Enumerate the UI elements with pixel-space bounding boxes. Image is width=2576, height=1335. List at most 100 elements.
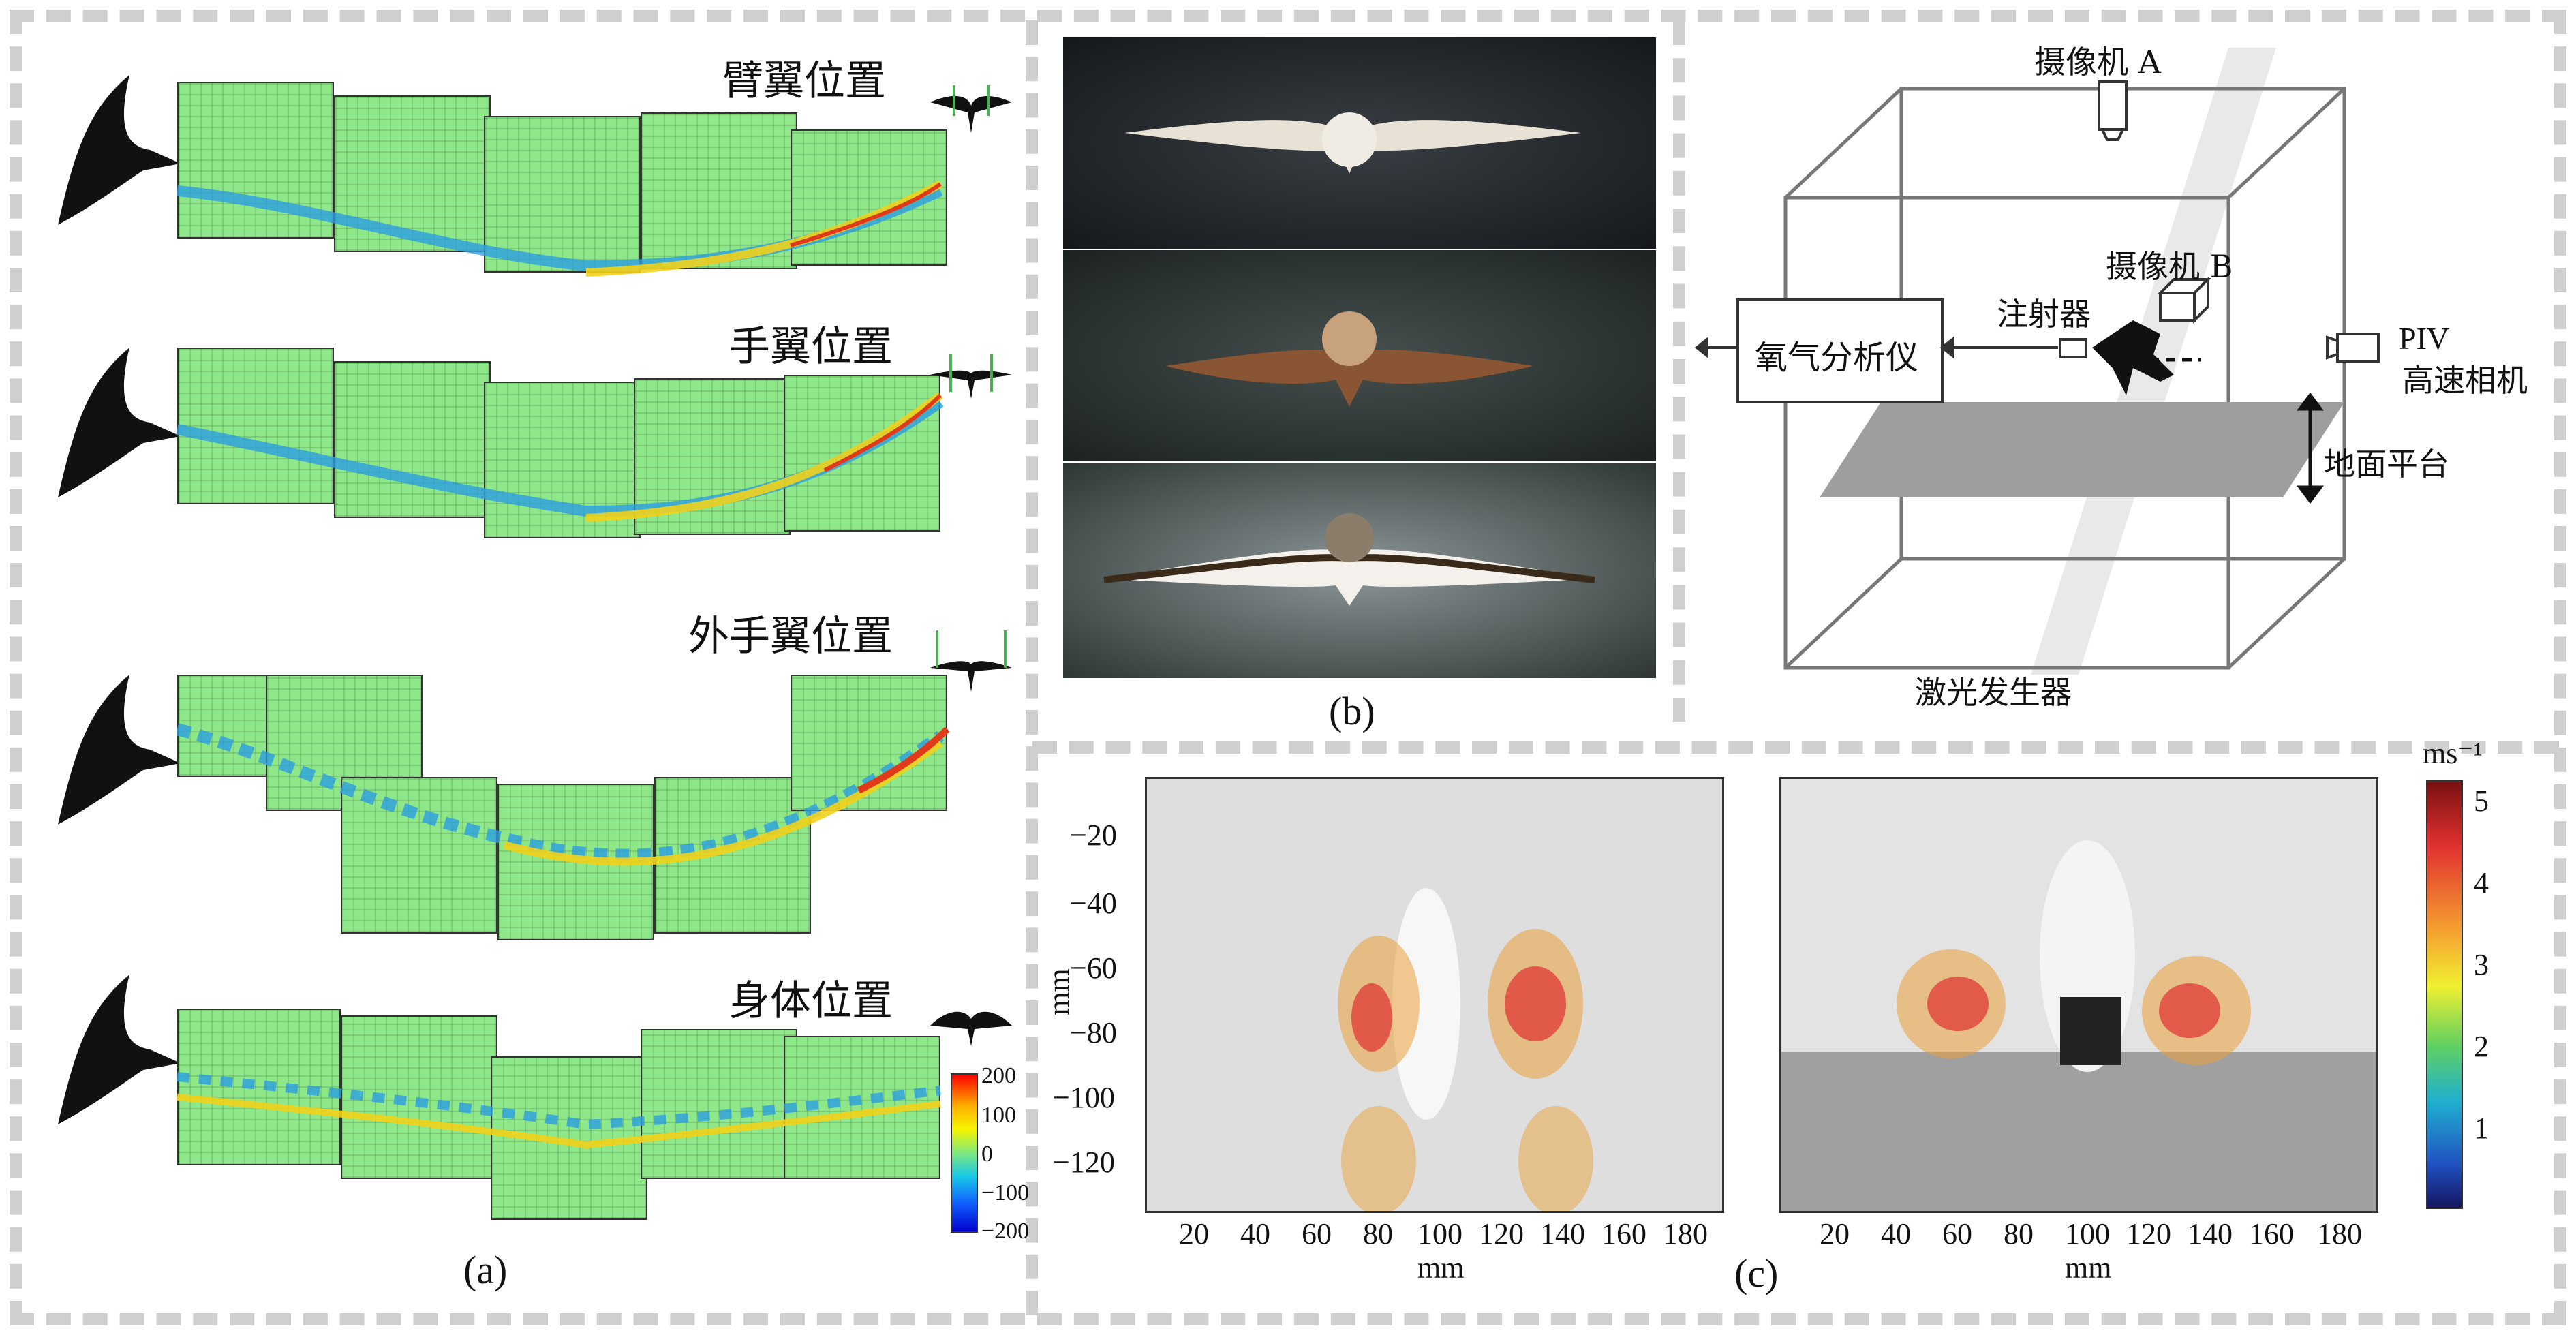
colorbar-a — [951, 1073, 978, 1233]
camera-a-icon — [2098, 80, 2128, 131]
vector-field-tile — [177, 1009, 341, 1165]
label-camera-b: 摄像机 B — [2106, 248, 2233, 285]
row-label-body: 身体位置 — [729, 977, 893, 1025]
label-camera-a: 摄像机 A — [2034, 44, 2161, 80]
frame-divider-vertical — [1026, 20, 1038, 1315]
xtick-left: 140 — [1540, 1217, 1585, 1250]
vector-field-tile — [177, 348, 334, 504]
row-label-hand-wing: 手翼位置 — [729, 323, 893, 371]
row-label-outer-hand-wing: 外手翼位置 — [688, 613, 893, 660]
vector-field-tile — [791, 675, 947, 811]
xtick-right: 100 — [2065, 1217, 2110, 1250]
xtick-left: 160 — [1601, 1217, 1646, 1250]
owl-photo-top — [1063, 37, 1656, 249]
injector-icon — [2059, 338, 2087, 358]
xtick-left: 60 — [1302, 1217, 1332, 1250]
xtick-left: 40 — [1240, 1217, 1270, 1250]
colorbar-c — [2426, 780, 2463, 1209]
vector-field-tile — [484, 116, 641, 273]
ytick-left: −80 — [1070, 1016, 1117, 1049]
frame-divider-horizontal — [1032, 741, 2559, 754]
wake-band — [177, 723, 950, 866]
label-piv: PIV — [2399, 321, 2450, 356]
bird-pose-body-icon — [930, 1011, 1012, 1046]
vector-field-tile — [341, 777, 497, 934]
swift-silhouette-icon — [58, 348, 181, 497]
xtick-left: 20 — [1179, 1217, 1209, 1250]
owl-top-illustration — [1124, 112, 1581, 174]
label-laser: 激光发生器 — [1915, 674, 2072, 711]
label-oxygen-analyzer: 氧气分析仪 — [1755, 339, 1919, 377]
swift-silhouette-icon — [58, 75, 181, 225]
swift-silhouette-icon — [58, 675, 181, 825]
xtick-right: 40 — [1881, 1217, 1911, 1250]
colorbar-a-tick: −100 — [981, 1180, 1030, 1206]
piv-left-field — [1338, 888, 1593, 1211]
owl-photo-stack — [1063, 37, 1656, 678]
swift-silhouette-icon — [58, 975, 181, 1124]
ytick-left: −100 — [1053, 1081, 1115, 1114]
xtick-left: 80 — [1363, 1217, 1393, 1250]
colorbar-a-tick: −200 — [981, 1218, 1030, 1244]
colorbar-a-tick: 100 — [981, 1103, 1016, 1128]
piv-plot-right — [1779, 777, 2378, 1213]
ytick-left: −20 — [1070, 818, 1117, 852]
vector-field-tile — [641, 112, 797, 269]
xtick-right: 140 — [2188, 1217, 2233, 1250]
ytick-left: −60 — [1070, 951, 1117, 985]
ytick-left: −120 — [1053, 1146, 1115, 1179]
label-high-speed-camera: 高速相机 — [2402, 362, 2528, 399]
panel-a: 臂翼位置 手翼位置 外手翼位置 — [41, 41, 1029, 1308]
hummingbird-icon — [2092, 320, 2174, 395]
xtick-left: 180 — [1663, 1217, 1708, 1250]
wake-band — [177, 392, 944, 522]
colorbar-a-tick: 0 — [981, 1141, 993, 1167]
xtick-left: 120 — [1479, 1217, 1524, 1250]
xtick-right: 20 — [1820, 1217, 1850, 1250]
bird-pose-hand-icon — [930, 354, 1012, 399]
xtick-right: 120 — [2126, 1217, 2171, 1250]
vector-field-tile — [641, 1029, 797, 1179]
owl-photo-middle — [1063, 250, 1656, 461]
wake-band — [177, 180, 943, 277]
xtick-right: 60 — [1942, 1217, 1972, 1250]
owl-photo-bottom — [1063, 463, 1656, 678]
xtick-right: 180 — [2317, 1217, 2362, 1250]
caption-b: (b) — [1329, 689, 1375, 733]
owl-middle-illustration — [1165, 311, 1533, 407]
frame-divider-b-right — [1673, 20, 1685, 722]
colorbar-a-tick: 200 — [981, 1063, 1016, 1088]
colorbar-c-tick: 4 — [2474, 866, 2489, 900]
label-injector: 注射器 — [1997, 296, 2091, 333]
caption-a: (a) — [463, 1248, 508, 1292]
ground-platform — [1820, 402, 2344, 497]
platform-arrow-icon — [2297, 392, 2324, 504]
bird-pose-arm-icon — [930, 85, 1012, 133]
label-ground-platform: 地面平台 — [2324, 446, 2449, 482]
colorbar-c-tick: 2 — [2474, 1030, 2489, 1063]
outer-frame — [10, 10, 2566, 1325]
flow-arrow-icon — [1694, 336, 2058, 359]
caption-c: (c) — [1734, 1251, 1779, 1295]
piv-plot-left — [1145, 777, 1724, 1213]
piv-camera-icon — [2326, 333, 2380, 363]
colorbar-c-tick: 1 — [2474, 1111, 2489, 1145]
colorbar-c-tick: 3 — [2474, 948, 2489, 981]
owl-bottom-illustration — [1103, 513, 1595, 606]
xtick-right: 80 — [2004, 1217, 2034, 1250]
wake-band — [177, 1072, 941, 1149]
vector-field-tile — [341, 1015, 497, 1179]
colorbar-c-tick: 5 — [2474, 784, 2489, 818]
xtick-right: 160 — [2249, 1217, 2294, 1250]
ytick-left: −40 — [1070, 887, 1117, 920]
xlabel-right: mm — [2065, 1251, 2112, 1285]
row-label-arm-wing: 臂翼位置 — [722, 57, 886, 105]
piv-right-field — [1781, 840, 2376, 1211]
xtick-left: 100 — [1417, 1217, 1462, 1250]
bird-pose-outer-hand-icon — [930, 630, 1012, 692]
xlabel-left: mm — [1417, 1251, 1465, 1285]
colorbar-c-unit: ms⁻¹ — [2423, 737, 2483, 770]
camera-b-icon — [2157, 276, 2211, 324]
setup-diagram — [1694, 48, 2380, 675]
oxygen-analyzer-box — [1736, 298, 1944, 403]
